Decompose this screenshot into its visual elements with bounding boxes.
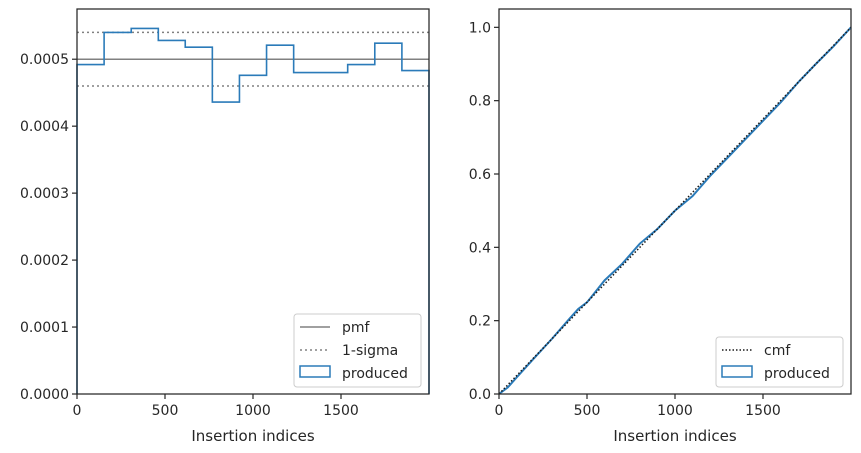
legend-cdf-produced-swatch <box>721 365 753 378</box>
y-tick-label: 0.6 <box>469 167 491 183</box>
cdf-axes-frame <box>498 8 852 395</box>
x-tick-label: 1000 <box>235 403 271 419</box>
histogram-plot-area <box>76 27 430 394</box>
y-tick-label: 0.0005 <box>20 52 69 68</box>
cdf-x-ticks: 0 500 1000 1500 <box>495 394 781 419</box>
legend-produced-swatch <box>299 365 331 378</box>
y-tick-label: 0.4 <box>469 240 491 256</box>
histogram-y-ticks: 0.0000 0.0001 0.0002 0.0003 0.0004 0.0005 <box>20 52 77 403</box>
cdf-x-axis-label: Insertion indices <box>613 427 736 445</box>
histogram-legend-box <box>293 313 422 388</box>
y-tick-label: 0.2 <box>469 314 491 330</box>
cdf-plot-area <box>498 26 852 395</box>
x-tick-label: 0 <box>495 403 504 419</box>
histogram-legend: pmf 1-sigma produced <box>293 313 422 388</box>
y-tick-label: 0.0001 <box>20 320 69 336</box>
cdf-panel: 0.0 0.2 0.4 0.6 0.8 1.0 0 500 1000 1500 Insertio… <box>469 8 852 445</box>
x-tick-label: 500 <box>152 403 179 419</box>
legend-pmf-label: pmf <box>342 320 371 336</box>
y-tick-label: 0.0002 <box>20 253 69 269</box>
cdf-y-ticks: 0.0 0.2 0.4 0.6 0.8 1.0 <box>469 20 499 403</box>
histogram-x-ticks: 0 500 1000 1500 <box>73 394 359 419</box>
y-tick-label: 0.8 <box>469 94 491 110</box>
y-tick-label: 0.0004 <box>20 119 69 135</box>
x-tick-label: 1500 <box>745 403 781 419</box>
cmf-line <box>498 26 852 395</box>
y-tick-label: 0.0 <box>469 387 491 403</box>
x-tick-label: 0 <box>73 403 82 419</box>
y-tick-label: 0.0000 <box>20 387 69 403</box>
cdf-legend: cmf produced <box>715 336 844 388</box>
legend-sigma-label: 1-sigma <box>342 343 398 359</box>
y-tick-label: 1.0 <box>469 20 491 36</box>
legend-produced-label: produced <box>342 366 408 382</box>
y-tick-label: 0.0003 <box>20 186 69 202</box>
histogram-panel: 0.0000 0.0001 0.0002 0.0003 0.0004 0.0005 0 50… <box>20 8 430 445</box>
legend-cmf-label: cmf <box>764 343 791 359</box>
histogram-x-axis-label: Insertion indices <box>191 427 314 445</box>
x-tick-label: 500 <box>574 403 601 419</box>
x-tick-label: 1000 <box>657 403 693 419</box>
x-tick-label: 1500 <box>323 403 359 419</box>
legend-cdf-produced-label: produced <box>764 366 830 382</box>
produced-histogram <box>76 27 430 394</box>
